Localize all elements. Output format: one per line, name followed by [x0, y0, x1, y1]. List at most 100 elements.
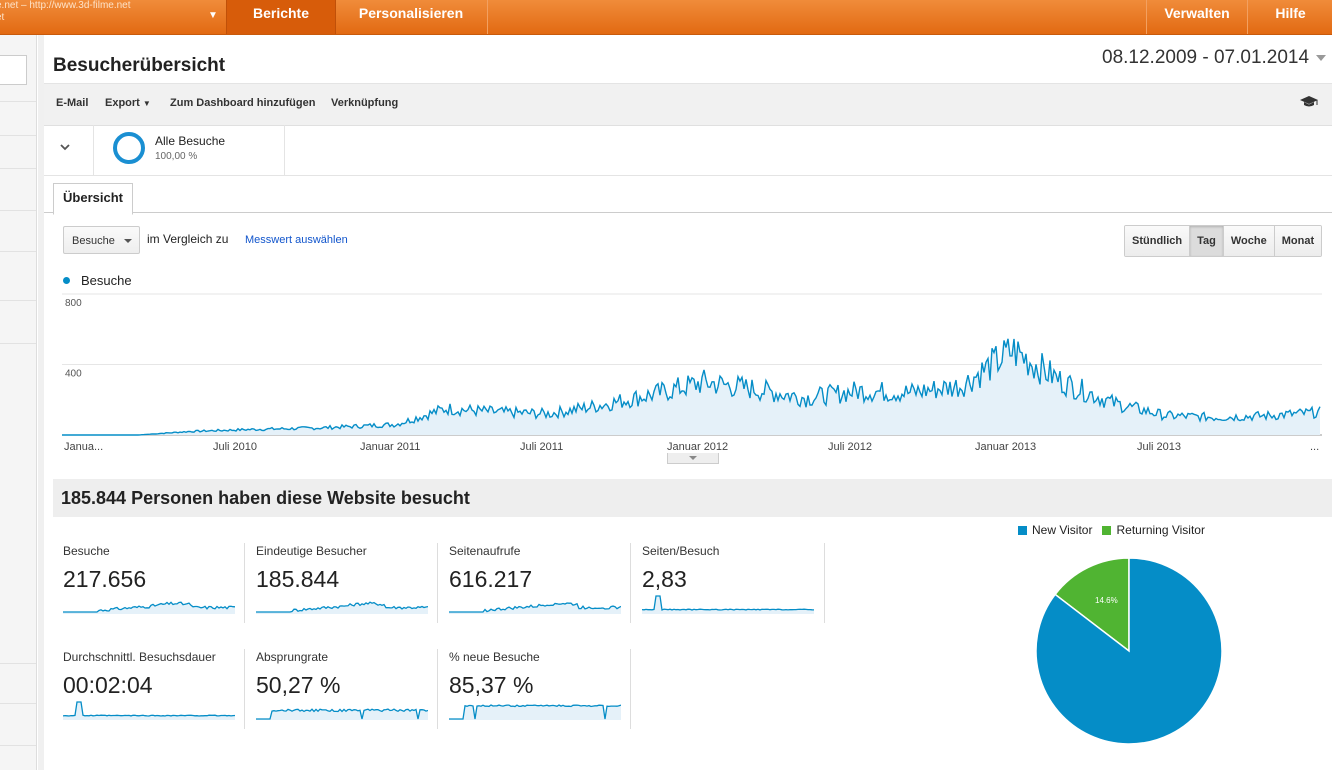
- card-divider: [630, 543, 631, 623]
- tab-divider: [44, 212, 1332, 213]
- sidebar-divider: [0, 343, 36, 344]
- sparkline: [642, 595, 814, 614]
- sparkline-area: [449, 705, 621, 720]
- add-to-dashboard-button[interactable]: Zum Dashboard hinzufügen: [170, 97, 316, 109]
- metric-label: Seiten/Besuch: [642, 544, 720, 558]
- granularity-month-button[interactable]: Monat: [1273, 226, 1322, 256]
- metric-value: 185.844: [256, 566, 340, 592]
- x-tick-label: Janua...: [64, 441, 103, 453]
- tab-berichte[interactable]: Berichte: [226, 0, 336, 34]
- metric-value: 00:02:04: [63, 672, 153, 698]
- chevron-down-icon: ▼: [142, 99, 151, 108]
- chevron-down-icon: [689, 456, 697, 460]
- hilfe-link[interactable]: Hilfe: [1247, 0, 1332, 34]
- card-divider: [244, 543, 245, 623]
- sparkline-area: [63, 702, 235, 720]
- segment-card[interactable]: [93, 125, 285, 175]
- sparkline: [63, 701, 235, 720]
- sparkline-area: [449, 603, 621, 614]
- summary-band: [53, 479, 1332, 517]
- visits-line-chart[interactable]: 800 400 Janua... Juli 2010 Januar 2011 Juli 2…: [62, 292, 1322, 457]
- metric-value: 616.217: [449, 566, 533, 592]
- card-divider: [824, 543, 825, 623]
- compare-label: im Vergleich zu: [147, 232, 229, 246]
- series-area: [62, 338, 1320, 435]
- chevron-down-icon[interactable]: [60, 142, 70, 152]
- sparkline: [256, 601, 428, 614]
- account-selector[interactable]: e.net – http://www.3d-filme.net et: [0, 0, 180, 34]
- select-metric-link[interactable]: Messwert auswählen: [245, 234, 348, 246]
- granularity-week-button[interactable]: Woche: [1222, 226, 1274, 256]
- summary-headline: 185.844 Personen haben diese Website bes…: [61, 488, 470, 508]
- shortcut-button[interactable]: Verknüpfung: [331, 97, 399, 109]
- sparkline-line: [256, 601, 428, 613]
- date-range-picker[interactable]: 08.12.2009 - 07.01.2014: [1102, 47, 1310, 68]
- left-sidebar: [0, 35, 37, 770]
- tab-personalisieren[interactable]: Personalisieren: [335, 0, 488, 34]
- pie-slice-returning-visitor[interactable]: [1054, 557, 1130, 653]
- account-name: e.net – http://www.3d-filme.net: [0, 0, 131, 11]
- tab-overview[interactable]: Übersicht: [53, 183, 133, 215]
- sidebar-divider: [0, 251, 36, 252]
- x-tick-label: Januar 2011: [360, 441, 420, 453]
- metric-value: 2,83: [642, 566, 687, 592]
- top-navigation-bar: e.net – http://www.3d-filme.net et ▼ Ber…: [0, 0, 1332, 35]
- page-title: Besucherübersicht: [53, 55, 226, 76]
- granularity-day-button[interactable]: Tag: [1189, 226, 1223, 256]
- metric-value: 50,27 %: [256, 672, 341, 698]
- sparkline-line: [63, 701, 235, 717]
- granularity-toggle: Stündlich Tag Woche Monat: [1124, 225, 1323, 257]
- account-dropdown-icon[interactable]: ▼: [208, 10, 218, 21]
- legend-swatch: [1018, 526, 1027, 535]
- metric-value: 85,37 %: [449, 672, 534, 698]
- visitor-type-pie-chart[interactable]: 14.6% 85.4%: [1030, 552, 1230, 752]
- pie-slice-new-visitor[interactable]: [1035, 557, 1223, 745]
- sparkline-line: [449, 704, 621, 720]
- sparkline-area: [256, 709, 428, 720]
- chart-legend-label: Besuche: [81, 273, 132, 288]
- email-button[interactable]: E-Mail: [56, 97, 89, 109]
- legend-swatch: [1102, 526, 1112, 535]
- academy-cap-icon[interactable]: [1300, 95, 1318, 107]
- account-name-2: et: [0, 12, 5, 23]
- sidebar-divider: [0, 663, 36, 664]
- metric-label: Seitenaufrufe: [449, 544, 521, 558]
- verwalten-link[interactable]: Verwalten: [1146, 0, 1247, 34]
- export-button[interactable]: Export ▼: [105, 97, 151, 109]
- sidebar-divider: [0, 300, 36, 301]
- sidebar-divider: [0, 101, 36, 102]
- pie-legend: New Visitor Returning Visitor: [1018, 523, 1205, 537]
- metric-label: Absprungrate: [256, 650, 329, 664]
- pie-slice-label: 85.4%: [1146, 749, 1169, 752]
- sidebar-divider: [0, 745, 36, 746]
- segment-label: Alle Besuche: [155, 134, 226, 148]
- granularity-hourly-button[interactable]: Stündlich: [1125, 226, 1190, 256]
- sidebar-divider: [0, 703, 36, 704]
- sparkline: [256, 708, 428, 720]
- metric-label: Eindeutige Besucher: [256, 544, 367, 558]
- y-tick-label: 400: [65, 369, 82, 380]
- x-tick-label: Juli 2013: [1137, 441, 1181, 453]
- metric-label: % neue Besuche: [449, 650, 540, 664]
- card-divider: [437, 543, 438, 623]
- legend-new-visitor: New Visitor: [1032, 523, 1093, 537]
- metric-select[interactable]: Besuche: [63, 226, 140, 254]
- segment-ring-icon: [113, 132, 145, 164]
- sidebar-search-input[interactable]: [0, 55, 27, 85]
- legend-returning-visitor: Returning Visitor: [1116, 523, 1205, 537]
- date-dropdown-icon[interactable]: [1316, 55, 1326, 61]
- report-toolbar: [44, 83, 1332, 126]
- sparkline: [449, 704, 621, 720]
- x-tick-label: Juli 2010: [213, 441, 257, 453]
- x-tick-label: Januar 2013: [975, 441, 1036, 453]
- x-tick-label: Juli 2012: [828, 441, 872, 453]
- legend-marker: [63, 277, 70, 284]
- sidebar-splitter[interactable]: [38, 35, 44, 770]
- y-tick-label: 800: [65, 298, 82, 309]
- chevron-down-icon: [124, 239, 132, 243]
- sparkline-line: [642, 595, 814, 611]
- sidebar-divider: [0, 210, 36, 211]
- sparkline-line: [449, 602, 621, 613]
- card-divider: [244, 649, 245, 729]
- chart-expand-handle[interactable]: [667, 453, 719, 464]
